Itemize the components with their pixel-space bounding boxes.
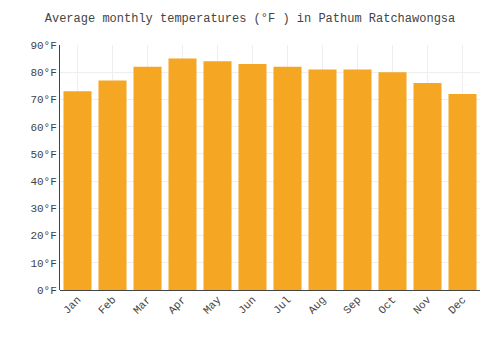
svg-text:20°F: 20°F — [30, 230, 56, 242]
svg-text:Jul: Jul — [271, 294, 293, 316]
svg-text:50°F: 50°F — [30, 149, 56, 161]
svg-text:60°F: 60°F — [30, 122, 56, 134]
svg-text:Aug: Aug — [306, 294, 328, 316]
svg-text:Nov: Nov — [411, 294, 434, 317]
svg-text:Feb: Feb — [96, 294, 118, 316]
svg-text:40°F: 40°F — [30, 176, 56, 188]
svg-text:Dec: Dec — [446, 294, 468, 316]
svg-text:Apr: Apr — [166, 294, 188, 316]
svg-text:10°F: 10°F — [30, 258, 56, 270]
svg-text:90°F: 90°F — [30, 40, 56, 52]
svg-text:0°F: 0°F — [37, 285, 57, 297]
svg-text:May: May — [201, 294, 224, 317]
svg-text:70°F: 70°F — [30, 94, 56, 106]
svg-text:Sep: Sep — [341, 294, 363, 316]
svg-text:Mar: Mar — [131, 294, 153, 316]
svg-text:80°F: 80°F — [30, 67, 56, 79]
svg-text:Jan: Jan — [61, 294, 83, 316]
svg-text:Jun: Jun — [236, 294, 258, 316]
svg-text:Oct: Oct — [376, 294, 398, 316]
svg-text:Average monthly temperatures (: Average monthly temperatures (°F ) in Pa… — [45, 12, 455, 26]
svg-text:30°F: 30°F — [30, 203, 56, 215]
